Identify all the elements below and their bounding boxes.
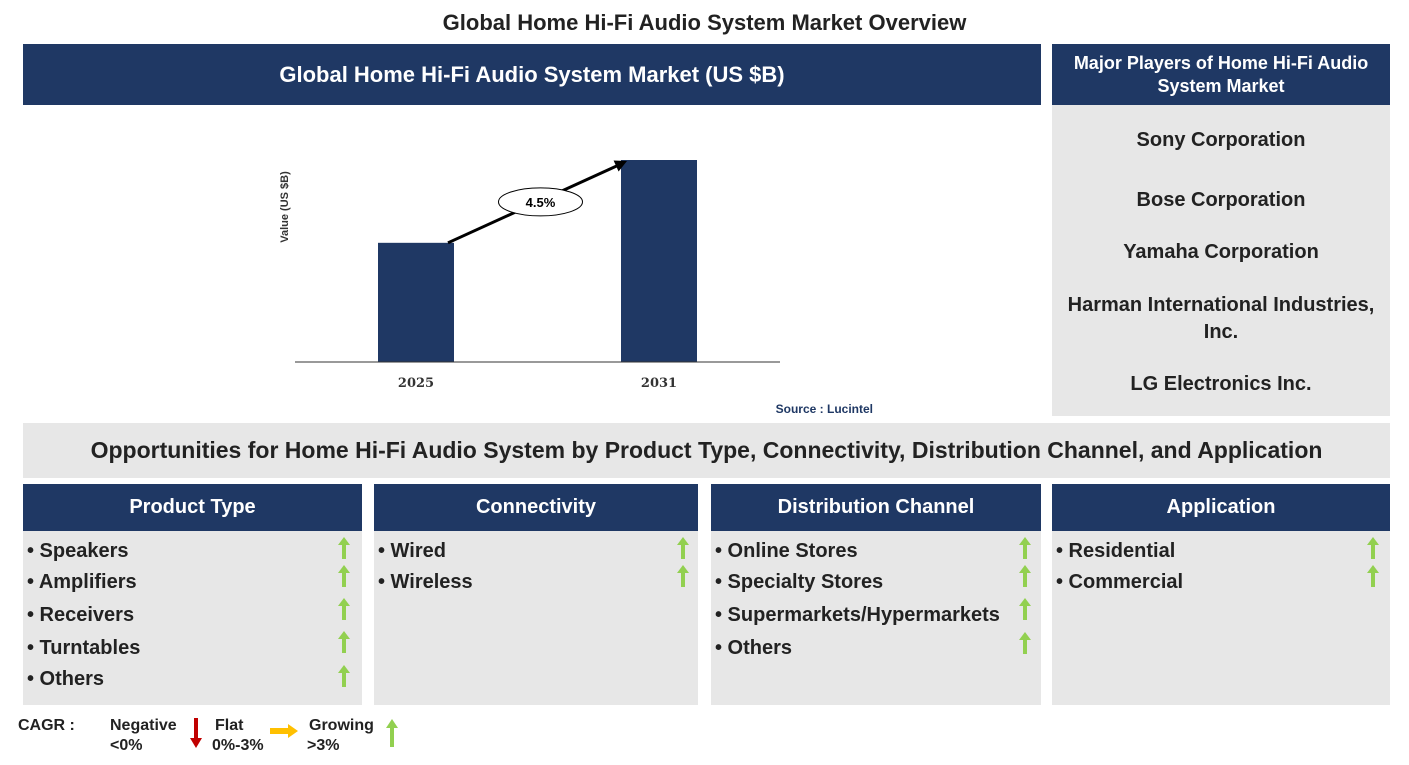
segment-panel-product-type: • Speakers • Amplifiers • Receivers • Tu… [23, 531, 362, 705]
segment-header-distribution-channel: Distribution Channel [711, 484, 1041, 531]
segment-header-application: Application [1052, 484, 1390, 531]
segment-item: • Wireless [378, 571, 473, 593]
chart-source-label: Source : Lucintel [776, 402, 873, 416]
segment-header-connectivity: Connectivity [374, 484, 698, 531]
page-title: Global Home Hi-Fi Audio System Market Ov… [442, 10, 967, 35]
legend-growing-range: >3% [307, 737, 340, 754]
segment-item: • Supermarkets/Hypermarkets [715, 604, 1000, 626]
segment-item: • Others [27, 668, 105, 690]
segment-item: • Residential [1056, 540, 1176, 562]
players-panel: Sony Corporation Bose Corporation Yamaha… [1052, 105, 1390, 416]
segment-item: • Wired [378, 540, 446, 562]
player-item: LG Electronics Inc. [1130, 373, 1312, 395]
green-up-arrow-icon [338, 537, 350, 559]
segment-item: • Others [715, 637, 793, 659]
opportunities-banner: Opportunities for Home Hi-Fi Audio Syste… [23, 423, 1390, 478]
segment-item: • Amplifiers [27, 571, 137, 593]
legend-negative-label: Negative [110, 717, 177, 734]
green-up-arrow-icon [338, 665, 350, 687]
legend-growing-label: Growing [309, 717, 374, 734]
cagr-legend: CAGR : Negative <0% Flat 0%-3% Growing >… [18, 716, 438, 762]
green-up-arrow-icon [1019, 632, 1031, 654]
green-up-arrow-icon [338, 565, 350, 587]
bar-2031 [621, 160, 697, 362]
green-up-arrow-icon [1367, 537, 1379, 559]
segment-item: • Specialty Stores [715, 571, 884, 593]
legend-flat-label: Flat [215, 717, 244, 734]
chart-panel-header: Global Home Hi-Fi Audio System Market (U… [23, 44, 1041, 105]
green-up-arrow-icon [338, 598, 350, 620]
x-tick-label: 2031 [641, 376, 677, 391]
segment-item: • Speakers [27, 540, 129, 562]
segment-panel-connectivity: • Wired • Wireless [374, 531, 698, 705]
segment-header-product-type: Product Type [23, 484, 362, 531]
green-up-arrow-icon [1367, 565, 1379, 587]
x-tick-label: 2025 [398, 376, 434, 391]
segment-item: • Online Stores [715, 540, 858, 562]
segment-item: • Receivers [27, 604, 135, 626]
player-item: Harman International Industries, Inc. [1067, 294, 1375, 343]
cagr-arrow-head [613, 160, 627, 172]
green-up-arrow-icon [677, 537, 689, 559]
segment-panel-distribution-channel: • Online Stores • Specialty Stores • Sup… [711, 531, 1041, 705]
segment-panel-application: • Residential • Commercial [1052, 531, 1390, 705]
green-up-arrow-icon [338, 631, 350, 653]
green-up-arrow-icon [1019, 598, 1031, 620]
legend-flat-range: 0%-3% [212, 737, 264, 754]
player-item: Bose Corporation [1136, 189, 1306, 211]
players-panel-header: Major Players of Home Hi-Fi Audio System… [1052, 44, 1390, 105]
red-down-arrow-icon [190, 718, 202, 748]
segment-item: • Turntables [27, 637, 141, 659]
player-item: Sony Corporation [1136, 129, 1306, 151]
cagr-annotation-ellipse [498, 187, 583, 217]
y-axis-label: Value (US $B) [279, 171, 291, 243]
market-bar-chart: 2025 2031 4.5% Value (US $B) Source : Lucint… [279, 160, 873, 416]
green-up-arrow-icon [1019, 565, 1031, 587]
legend-negative-range: <0% [110, 737, 143, 754]
player-item: Yamaha Corporation [1123, 241, 1319, 263]
green-up-arrow-icon [386, 719, 398, 747]
green-up-arrow-icon [1019, 537, 1031, 559]
yellow-right-arrow-icon [270, 724, 298, 738]
segment-item: • Commercial [1056, 571, 1184, 593]
legend-label: CAGR : [18, 717, 75, 734]
green-up-arrow-icon [677, 565, 689, 587]
bar-2025 [378, 242, 454, 362]
cagr-annotation-label: 4.5% [526, 195, 556, 210]
